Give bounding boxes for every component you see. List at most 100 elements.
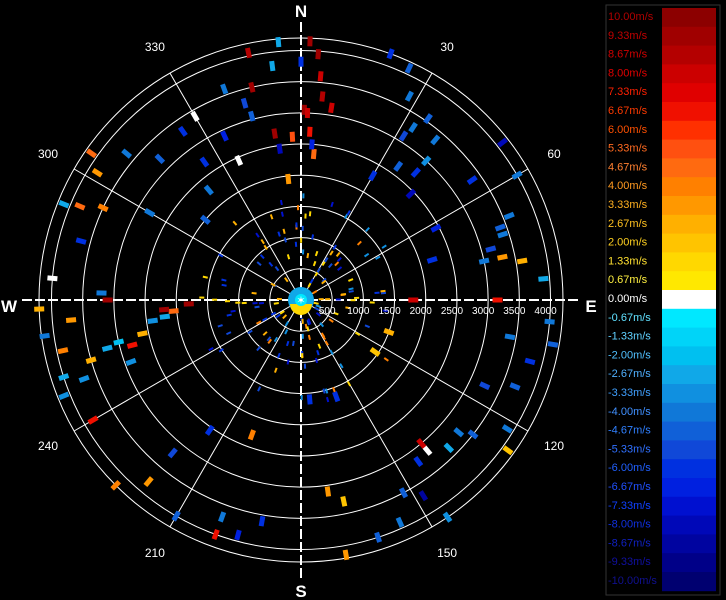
legend-label: 10.00m/s — [608, 11, 654, 23]
spoke-line — [300, 168, 529, 301]
velocity-gate — [283, 237, 288, 243]
azimuth-label: 30 — [440, 40, 454, 54]
velocity-gate — [332, 391, 341, 403]
velocity-gate — [269, 60, 276, 72]
velocity-gate — [453, 427, 465, 438]
velocity-gate — [217, 324, 223, 328]
velocity-gate — [301, 318, 304, 324]
legend-swatch — [662, 515, 716, 535]
velocity-gate — [199, 296, 205, 299]
legend-swatch — [662, 45, 716, 65]
legend-label: 8.67m/s — [608, 49, 648, 61]
velocity-gate — [199, 214, 211, 225]
velocity-gate — [267, 338, 273, 344]
velocity-gate — [547, 341, 559, 348]
velocity-gate — [426, 256, 438, 264]
center-core — [295, 294, 307, 306]
velocity-gate — [284, 277, 289, 283]
range-label: 2500 — [441, 306, 464, 317]
range-label: 1500 — [378, 306, 401, 317]
velocity-gate — [190, 110, 200, 122]
velocity-gate — [286, 340, 290, 347]
legend-swatch — [662, 327, 716, 347]
west-label: W — [1, 297, 18, 316]
velocity-legend: 10.00m/s 9.33m/s 8.67m/s 8.00m/s 7.33m/s 6.67… — [605, 4, 721, 596]
velocity-gate — [485, 245, 497, 253]
velocity-gate — [240, 97, 249, 109]
velocity-gate — [284, 321, 290, 327]
velocity-gate — [501, 424, 513, 434]
range-label: 2000 — [410, 306, 433, 317]
velocity-gate — [430, 223, 442, 233]
velocity-gate — [143, 476, 154, 488]
velocity-gate — [342, 549, 350, 561]
velocity-gate — [256, 346, 261, 352]
velocity-gate — [125, 357, 137, 366]
velocity-gate — [286, 254, 291, 260]
velocity-gate — [307, 126, 313, 137]
legend-swatch — [662, 83, 716, 103]
velocity-gate — [110, 479, 122, 491]
velocity-gate — [316, 267, 321, 273]
legend-swatch — [662, 8, 716, 28]
legend-label: 2.67m/s — [608, 218, 648, 230]
velocity-gate — [380, 289, 386, 293]
velocity-gate — [85, 356, 97, 364]
velocity-gate — [383, 327, 395, 337]
velocity-gate — [282, 228, 286, 234]
legend-swatch — [662, 553, 716, 573]
velocity-gate — [102, 297, 113, 303]
velocity-gate — [168, 308, 179, 315]
velocity-gate — [354, 296, 360, 299]
velocity-gate — [314, 271, 319, 277]
velocity-gate — [324, 257, 329, 263]
velocity-gate — [158, 306, 170, 313]
velocity-gate — [294, 241, 298, 247]
range-labels: 500 1000 1500 2000 2500 3000 3500 4000 — [319, 306, 557, 317]
velocity-gate — [289, 131, 296, 142]
velocity-gate — [241, 301, 247, 305]
velocity-gate — [340, 495, 348, 507]
velocity-gate — [315, 304, 321, 308]
legend-label: -10.00m/s — [608, 575, 657, 587]
velocity-gate — [324, 486, 332, 497]
azimuth-label: 240 — [38, 439, 58, 453]
velocity-gate — [234, 529, 242, 541]
velocity-gate — [247, 429, 256, 441]
legend-label: -6.00m/s — [608, 462, 651, 474]
legend-label: 3.33m/s — [608, 199, 648, 211]
velocity-gate — [245, 47, 252, 59]
velocity-gate — [254, 305, 260, 309]
velocity-gate — [321, 260, 326, 266]
velocity-gate — [65, 317, 77, 324]
velocity-gate — [398, 487, 409, 499]
velocity-gate — [211, 528, 220, 541]
velocity-gate — [443, 442, 455, 454]
legend-label: 4.67m/s — [608, 161, 648, 173]
range-label: 3000 — [472, 306, 495, 317]
velocity-gate — [478, 257, 490, 265]
velocity-gate — [274, 367, 278, 373]
velocity-gate — [270, 282, 276, 287]
spoke-line — [73, 168, 302, 301]
velocity-gate — [291, 340, 295, 347]
legend-swatch — [662, 271, 716, 291]
velocity-gate — [328, 102, 335, 114]
velocity-gate — [300, 395, 303, 401]
azimuth-label: 150 — [437, 546, 457, 560]
velocity-gate — [306, 394, 313, 405]
velocity-gate — [328, 263, 333, 269]
velocity-gate — [314, 250, 319, 257]
velocity-gate — [275, 36, 282, 48]
velocity-gate — [276, 143, 283, 154]
velocity-gate — [497, 230, 509, 239]
velocity-gate — [383, 357, 389, 362]
velocity-gate — [218, 511, 227, 523]
legend-swatch — [662, 421, 716, 441]
velocity-gate — [312, 289, 318, 295]
azimuth-label: 210 — [145, 546, 165, 560]
velocity-gate — [340, 292, 347, 296]
velocity-gate — [307, 282, 312, 288]
velocity-gate — [321, 277, 327, 283]
velocity-gate — [85, 148, 98, 159]
